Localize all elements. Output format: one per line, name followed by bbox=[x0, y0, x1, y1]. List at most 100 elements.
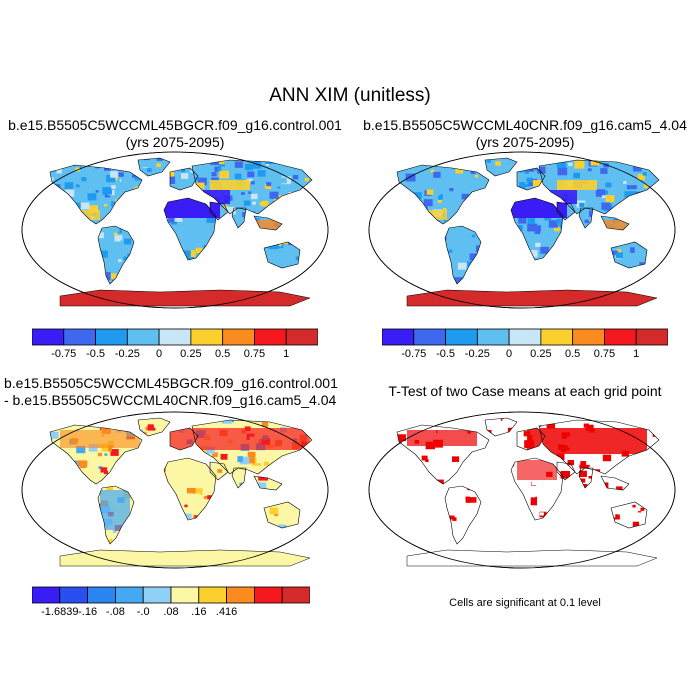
land-cell bbox=[315, 542, 325, 550]
land-cell bbox=[442, 207, 447, 211]
land-cell bbox=[666, 200, 669, 203]
land-cell bbox=[369, 446, 379, 454]
land-cell bbox=[421, 455, 428, 461]
land-cell bbox=[195, 247, 203, 254]
land-cell bbox=[274, 418, 279, 421]
land-cell bbox=[187, 250, 196, 258]
land-cell bbox=[423, 199, 433, 207]
land-cell bbox=[672, 537, 677, 543]
land-cell bbox=[31, 546, 39, 552]
antarctica bbox=[406, 549, 658, 567]
land-cell bbox=[27, 450, 33, 455]
land-cell bbox=[371, 260, 375, 263]
coastline bbox=[49, 164, 143, 225]
land-cell bbox=[102, 187, 112, 195]
land-cell bbox=[23, 252, 28, 256]
land-cell bbox=[61, 150, 65, 153]
coastline bbox=[49, 424, 143, 485]
colorbar-box bbox=[604, 328, 637, 346]
land-cell bbox=[38, 165, 42, 168]
land-cell bbox=[457, 410, 462, 414]
land-cell bbox=[104, 445, 113, 452]
land-cell bbox=[321, 263, 329, 269]
land-cell bbox=[227, 200, 233, 205]
land-cell bbox=[527, 223, 538, 232]
land-cell bbox=[519, 182, 526, 187]
land-cell bbox=[199, 237, 209, 245]
land-cell bbox=[666, 186, 674, 193]
coastline bbox=[209, 201, 229, 221]
land-cell bbox=[523, 431, 531, 437]
land-cell bbox=[533, 225, 541, 232]
land-cell bbox=[94, 426, 100, 432]
land-cell bbox=[628, 547, 634, 552]
colorbar-tick-label: -0.25 bbox=[464, 348, 490, 360]
land-cell bbox=[244, 163, 254, 171]
land-cell bbox=[295, 278, 302, 284]
land-cell bbox=[31, 545, 40, 552]
land-cell bbox=[305, 418, 312, 419]
land-cell bbox=[405, 173, 416, 182]
land-cell bbox=[379, 153, 385, 158]
land-cell bbox=[41, 168, 46, 172]
land-cell bbox=[116, 229, 123, 234]
land-cell bbox=[534, 229, 541, 235]
land-cell bbox=[438, 195, 443, 200]
land-cell bbox=[104, 453, 108, 456]
land-cell bbox=[243, 200, 251, 206]
land-cell bbox=[367, 511, 371, 514]
land-cell bbox=[654, 429, 659, 433]
coastline bbox=[510, 197, 564, 261]
land-cell bbox=[535, 242, 541, 248]
coastline bbox=[538, 419, 660, 475]
land-cell bbox=[397, 158, 402, 163]
land-cell bbox=[303, 284, 311, 290]
land-cell bbox=[432, 413, 436, 416]
coastline bbox=[510, 457, 564, 521]
map-panel3 bbox=[21, 411, 329, 569]
colorbar-box bbox=[572, 328, 605, 346]
coastline bbox=[610, 501, 648, 529]
significance-note: Cells are significant at 0.1 level bbox=[449, 597, 601, 609]
coastline bbox=[191, 159, 313, 215]
land-cell bbox=[397, 426, 399, 432]
antarctica bbox=[59, 549, 311, 567]
land-cell bbox=[379, 178, 388, 186]
land-cell bbox=[306, 413, 310, 416]
land-cell bbox=[190, 169, 194, 173]
land-cell bbox=[643, 421, 648, 425]
land-cell bbox=[288, 159, 296, 166]
land-cell bbox=[97, 448, 102, 452]
land-cell bbox=[558, 423, 567, 430]
land-cell bbox=[302, 540, 306, 544]
map-panel2 bbox=[368, 151, 677, 309]
land-cell bbox=[416, 158, 426, 160]
land-cell bbox=[615, 252, 623, 258]
land-cell bbox=[556, 160, 567, 168]
land-cell bbox=[265, 163, 269, 166]
land-cell bbox=[195, 493, 201, 498]
land-cell bbox=[442, 444, 451, 452]
land-cell bbox=[226, 206, 236, 215]
colorbar-tick-label: 0.75 bbox=[593, 348, 616, 360]
land-cell bbox=[80, 202, 90, 210]
coastline bbox=[556, 201, 576, 221]
land-cell bbox=[674, 249, 677, 253]
land-cell bbox=[252, 161, 262, 169]
land-cell bbox=[613, 514, 620, 520]
land-cell bbox=[206, 216, 215, 224]
panel4-title: T-Test of two Case means at each grid po… bbox=[388, 383, 662, 399]
land-cell bbox=[110, 171, 119, 178]
land-cell bbox=[428, 468, 432, 471]
land-cell bbox=[96, 232, 104, 239]
land-cell bbox=[448, 249, 453, 253]
land-region bbox=[170, 428, 310, 450]
coastline bbox=[97, 485, 135, 545]
land-cell bbox=[168, 214, 178, 223]
colorbar-panel3 bbox=[32, 586, 310, 604]
land-cell bbox=[379, 532, 387, 538]
land-cell bbox=[23, 266, 27, 269]
land-cell bbox=[382, 288, 386, 291]
land-cell bbox=[314, 452, 318, 455]
coastline bbox=[578, 467, 594, 489]
